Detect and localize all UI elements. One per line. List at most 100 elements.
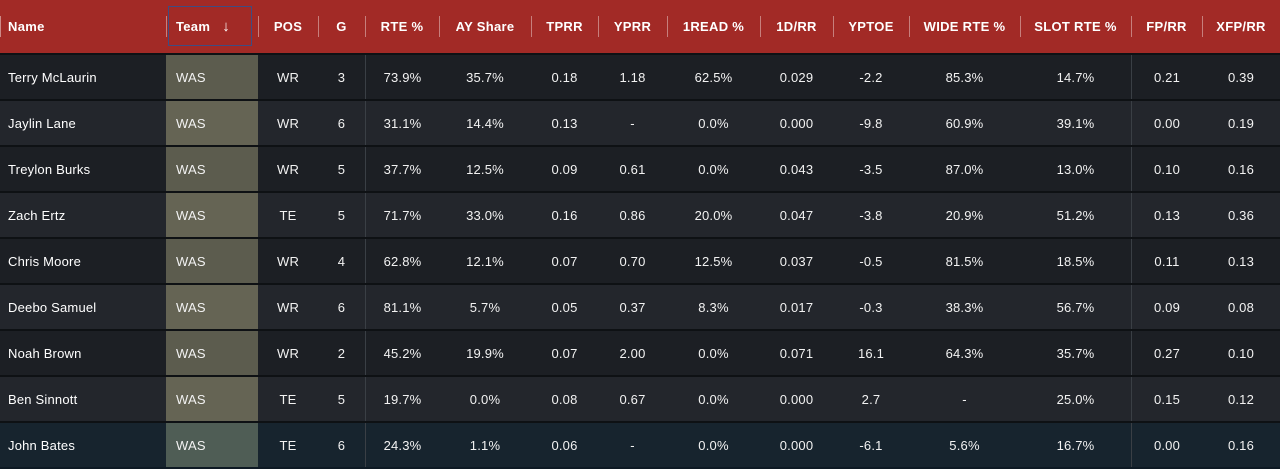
cell-slot_rte_pct: 51.2% (1056, 207, 1095, 223)
cell-team[interactable]: WAS (166, 285, 258, 329)
cell-pos: TE (279, 437, 297, 453)
cell-pos: WR (276, 253, 300, 269)
cell-pos: WR (276, 345, 300, 361)
cell-slot_rte_pct: 18.5% (1056, 253, 1095, 269)
column-header-slot_rte_pct[interactable]: SLOT RTE % (1020, 0, 1131, 53)
cell-slot_rte_pct: 56.7% (1056, 299, 1095, 315)
column-header-pos[interactable]: POS (258, 0, 318, 53)
cell-wide_rte_pct: 5.6% (949, 437, 980, 453)
cell-ay_share: 33.0% (466, 207, 504, 223)
cell-slot_rte_pct: 13.0% (1056, 161, 1095, 177)
cell-ay_share: 1.1% (469, 437, 501, 453)
cell-yprr: 0.67 (619, 391, 646, 407)
cell-d1_rr: 0.000 (779, 115, 814, 131)
cell-team[interactable]: WAS (166, 55, 258, 99)
cell-fp_rr: 0.13 (1131, 193, 1202, 237)
cell-d1_rr: 0.000 (779, 391, 814, 407)
column-header-xfp_rr[interactable]: XFP/RR (1202, 0, 1280, 53)
column-header-fp_rr[interactable]: FP/RR (1131, 0, 1202, 53)
cell-team[interactable]: WAS (166, 331, 258, 375)
cell-ay_share: 12.1% (466, 253, 504, 269)
cell-fp_rr: 0.11 (1131, 239, 1202, 283)
column-header-rte_pct[interactable]: RTE % (365, 0, 439, 53)
cell-read1_pct: 62.5% (694, 69, 733, 85)
cell-yprr: 0.70 (619, 253, 646, 269)
cell-fp_rr: 0.00 (1131, 101, 1202, 145)
cell-team[interactable]: WAS (166, 239, 258, 283)
player-name-cell[interactable]: Terry McLaurin (8, 69, 97, 85)
column-header-label: YPRR (613, 19, 652, 34)
cell-g: 5 (337, 207, 346, 223)
cell-read1_pct: 12.5% (694, 253, 733, 269)
player-name-cell[interactable]: Chris Moore (8, 253, 81, 269)
column-header-label: Name (8, 19, 45, 34)
cell-team[interactable]: WAS (166, 193, 258, 237)
cell-yptoe: 2.7 (861, 391, 881, 407)
cell-read1_pct: 0.0% (698, 437, 729, 453)
player-name-cell[interactable]: Noah Brown (8, 345, 82, 361)
cell-slot_rte_pct: 39.1% (1056, 115, 1095, 131)
table-row: Deebo Samuel WAS WR 6 81.1% 5.7% 0.05 0.37 8.3% 0… (0, 283, 1280, 329)
cell-xfp_rr: 0.12 (1227, 391, 1255, 407)
cell-rte_pct: 37.7% (365, 147, 439, 191)
table-row: John Bates WAS TE 6 24.3% 1.1% 0.06 - 0.0% 0.000 -… (0, 421, 1280, 467)
column-header-d1_rr[interactable]: 1D/RR (760, 0, 833, 53)
player-name-cell[interactable]: Ben Sinnott (8, 391, 78, 407)
column-header-wide_rte_pct[interactable]: WIDE RTE % (909, 0, 1020, 53)
cell-team[interactable]: WAS (166, 377, 258, 421)
cell-team[interactable]: WAS (166, 101, 258, 145)
column-header-label: 1READ % (682, 19, 745, 34)
cell-pos: WR (276, 115, 300, 131)
cell-read1_pct: 0.0% (698, 115, 729, 131)
cell-yptoe: -3.5 (859, 161, 883, 177)
player-name-cell[interactable]: Treylon Burks (8, 161, 91, 177)
cell-tprr: 0.16 (551, 207, 578, 223)
player-name-cell[interactable]: John Bates (8, 437, 76, 453)
column-header-read1_pct[interactable]: 1READ % (667, 0, 760, 53)
cell-rte_pct: 81.1% (365, 285, 439, 329)
cell-xfp_rr: 0.16 (1227, 161, 1255, 177)
cell-yprr: 0.37 (619, 299, 646, 315)
cell-slot_rte_pct: 14.7% (1056, 69, 1095, 85)
cell-ay_share: 12.5% (466, 161, 504, 177)
cell-team[interactable]: WAS (166, 147, 258, 191)
cell-tprr: 0.07 (551, 345, 578, 361)
table-body: Terry McLaurin WAS WR 3 73.9% 35.7% 0.18 1.18 62… (0, 53, 1280, 467)
cell-d1_rr: 0.071 (779, 345, 814, 361)
column-header-yprr[interactable]: YPRR (598, 0, 667, 53)
cell-wide_rte_pct: 60.9% (945, 115, 984, 131)
player-name-cell[interactable]: Jaylin Lane (8, 115, 76, 131)
cell-xfp_rr: 0.39 (1227, 69, 1255, 85)
cell-fp_rr: 0.09 (1131, 285, 1202, 329)
column-header-tprr[interactable]: TPRR (531, 0, 598, 53)
cell-tprr: 0.06 (551, 437, 578, 453)
table-row: Noah Brown WAS WR 2 45.2% 19.9% 0.07 2.00 0.0% 0.… (0, 329, 1280, 375)
player-name-cell[interactable]: Deebo Samuel (8, 299, 97, 315)
cell-team[interactable]: WAS (166, 423, 258, 467)
player-name-cell[interactable]: Zach Ertz (8, 207, 66, 223)
cell-tprr: 0.13 (551, 115, 578, 131)
cell-yptoe: 16.1 (857, 345, 885, 361)
column-header-name[interactable]: Name (0, 0, 166, 53)
column-header-label: G (336, 19, 347, 34)
cell-xfp_rr: 0.08 (1227, 299, 1255, 315)
cell-fp_rr: 0.00 (1131, 423, 1202, 467)
cell-yprr: - (630, 437, 635, 453)
column-header-label: POS (273, 19, 303, 34)
cell-yptoe: -2.2 (859, 69, 883, 85)
cell-d1_rr: 0.017 (779, 299, 814, 315)
column-header-team[interactable]: Team ↓ (166, 0, 258, 53)
column-header-yptoe[interactable]: YPTOE (833, 0, 909, 53)
column-header-ay_share[interactable]: AY Share (439, 0, 531, 53)
cell-tprr: 0.09 (551, 161, 578, 177)
cell-yprr: - (630, 115, 635, 131)
cell-pos: TE (279, 391, 297, 407)
cell-rte_pct: 45.2% (365, 331, 439, 375)
cell-pos: WR (276, 69, 300, 85)
cell-wide_rte_pct: 64.3% (945, 345, 984, 361)
cell-pos: WR (276, 299, 300, 315)
cell-fp_rr: 0.21 (1131, 55, 1202, 99)
column-header-g[interactable]: G (318, 0, 365, 53)
cell-d1_rr: 0.047 (779, 207, 814, 223)
cell-tprr: 0.07 (551, 253, 578, 269)
